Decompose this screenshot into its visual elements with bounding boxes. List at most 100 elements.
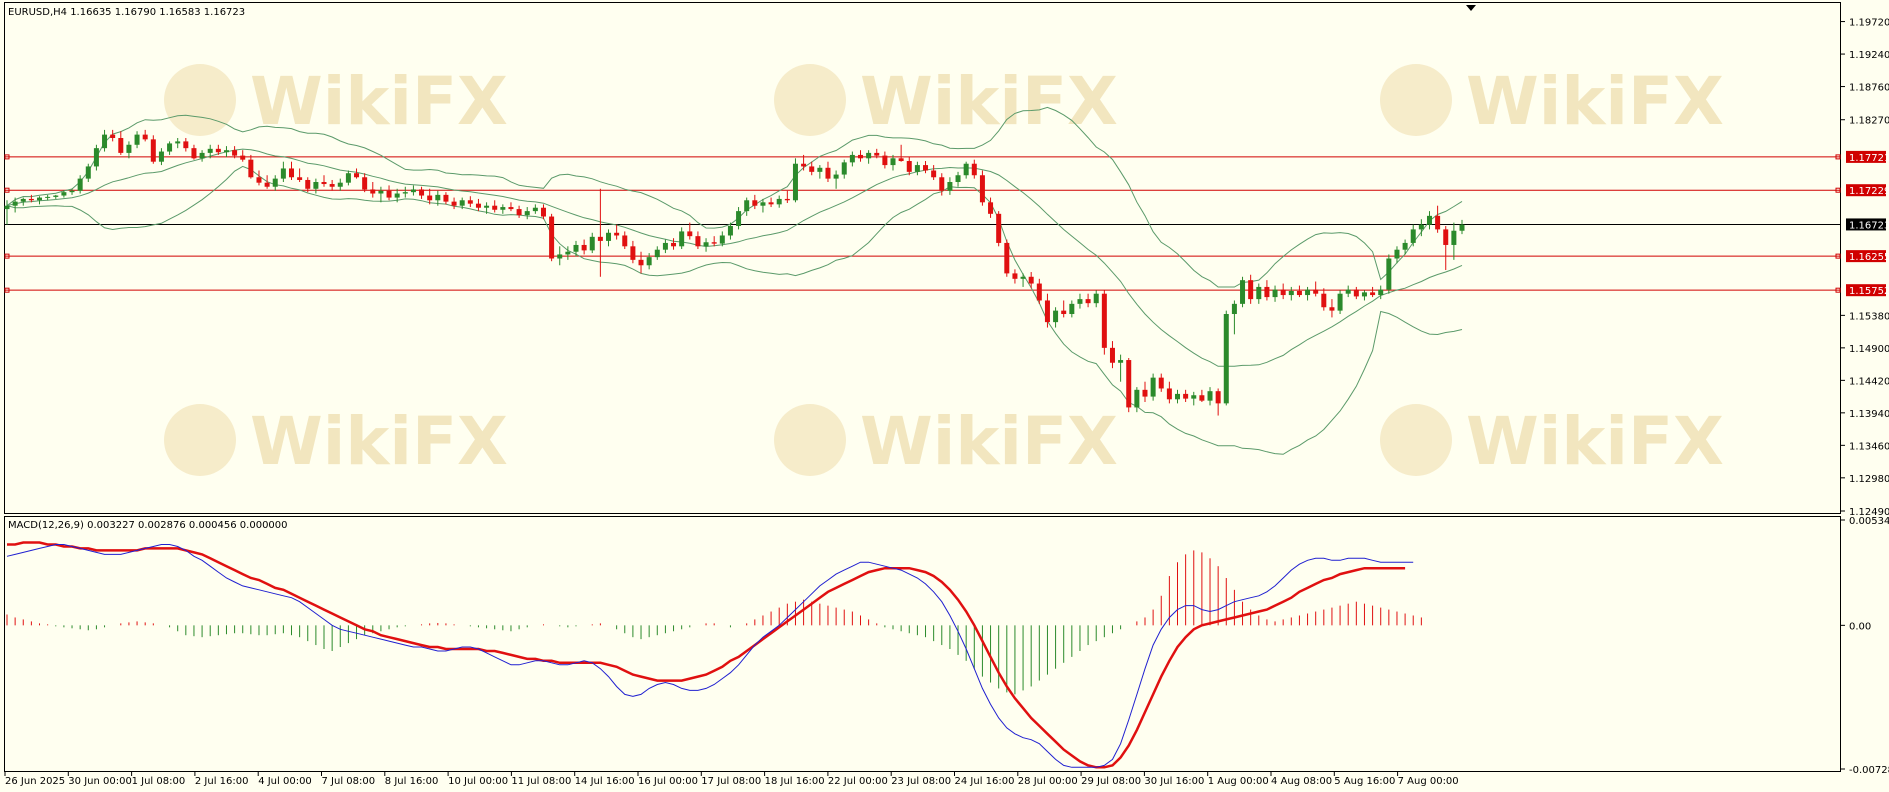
time-tick-label: 7 Jul 08:00	[322, 776, 376, 787]
candle-body	[167, 143, 173, 152]
candle-body	[53, 195, 59, 197]
price-tick-label: 1.19240	[1849, 50, 1889, 61]
candle-body	[1085, 299, 1091, 304]
candle-body	[671, 242, 677, 247]
candle-body	[1223, 314, 1229, 404]
candle-body	[305, 179, 311, 189]
candle-body	[744, 200, 750, 212]
candle-body	[736, 211, 742, 227]
bollinger-middle-band	[6, 148, 1463, 367]
candle-body	[549, 216, 555, 259]
candle-body	[971, 163, 977, 176]
candle-body	[1256, 286, 1262, 300]
candle-body	[784, 198, 790, 201]
candle-body	[492, 205, 498, 210]
candle-body	[354, 173, 360, 178]
candle-body	[459, 200, 465, 206]
current-price-tag-bg	[1846, 218, 1886, 231]
price-tag-label: 1.15752	[1849, 286, 1889, 297]
candle-body	[272, 178, 278, 187]
candle-body	[1353, 289, 1359, 297]
candle-body	[248, 159, 254, 178]
candle-body	[85, 166, 91, 179]
candle-body	[630, 246, 636, 260]
line-anchor-right	[1835, 187, 1841, 193]
horizontal-levels	[4, 154, 1841, 293]
candle-body	[321, 182, 327, 185]
candle-body	[451, 201, 457, 206]
line-anchor-left	[4, 287, 10, 293]
candle-body	[419, 189, 425, 196]
candle-body	[402, 192, 408, 194]
bollinger-lower-band	[6, 165, 1463, 455]
time-tick-label: 1 Jul 08:00	[132, 776, 186, 787]
candle-body	[1093, 293, 1099, 304]
candle-body	[1451, 230, 1457, 245]
time-tick-label: 17 Jul 08:00	[701, 776, 761, 787]
candle-body	[288, 168, 294, 178]
candle-body	[394, 193, 400, 198]
time-tick-label: 30 Jul 16:00	[1144, 776, 1204, 787]
time-tick-label: 16 Jul 00:00	[638, 776, 698, 787]
time-tick-label: 18 Jul 16:00	[765, 776, 825, 787]
candle-body	[240, 155, 246, 160]
candle-body	[1337, 293, 1343, 311]
candle-body	[142, 134, 148, 140]
candle-body	[1215, 391, 1221, 404]
candle-body	[378, 190, 384, 194]
time-tick-label: 5 Aug 16:00	[1334, 776, 1395, 787]
shift-marker-icon[interactable]	[1466, 5, 1476, 11]
candle-body	[947, 182, 953, 191]
price-tick-label: 1.14900	[1849, 344, 1889, 355]
candle-body	[939, 177, 945, 191]
line-anchor-left	[4, 154, 10, 160]
macd-axis: 0.005342 0.00 -0.007285	[1840, 516, 1889, 776]
symbol-info-label: EURUSD,H4 1.16635 1.16790 1.16583 1.1672…	[8, 7, 245, 18]
watermark-logo-icon	[1380, 404, 1452, 476]
candle-body	[882, 155, 888, 166]
candle-body	[817, 167, 823, 172]
price-tick-label: 1.15380	[1849, 311, 1889, 322]
candle-body	[638, 259, 644, 266]
candle-body	[906, 161, 912, 172]
candle-body	[849, 154, 855, 163]
candle-body	[1394, 249, 1400, 259]
candle-body	[1402, 242, 1408, 250]
watermark-text: WikiFX	[1466, 63, 1724, 140]
candle-body	[597, 236, 603, 241]
candle-body	[223, 150, 229, 153]
candle-body	[516, 209, 522, 216]
candle-body	[1345, 289, 1351, 294]
candle-body	[988, 202, 994, 214]
time-tick-label: 23 Jul 08:00	[891, 776, 951, 787]
candle-body	[12, 201, 18, 206]
candle-body	[809, 166, 815, 172]
candle-body	[898, 158, 904, 162]
candle-body	[1410, 229, 1416, 243]
price-tick-label: 1.13940	[1849, 409, 1889, 420]
candle-body	[1053, 310, 1059, 323]
candle-body	[1069, 303, 1075, 315]
candle-body	[215, 148, 221, 153]
candle-body	[1418, 224, 1424, 230]
price-tick-label: 1.14420	[1849, 376, 1889, 387]
candle-body	[1036, 283, 1042, 301]
macd-tick-label: 0.00	[1849, 621, 1871, 632]
candle-body	[329, 184, 335, 187]
candle-body	[890, 158, 896, 166]
watermark-logo-icon	[774, 64, 846, 136]
candle-body	[614, 232, 620, 236]
candle-body	[776, 198, 782, 205]
bollinger-upper-band	[6, 106, 1463, 288]
candle-body	[1158, 377, 1164, 389]
candle-body	[606, 232, 612, 241]
line-anchor-left	[4, 253, 10, 259]
price-tag-bg	[1846, 184, 1886, 197]
candle-body	[370, 189, 376, 194]
line-anchor-right	[1835, 253, 1841, 259]
candle-body	[256, 177, 262, 183]
candle-body	[687, 231, 693, 237]
price-tick-label: 1.12980	[1849, 474, 1889, 485]
